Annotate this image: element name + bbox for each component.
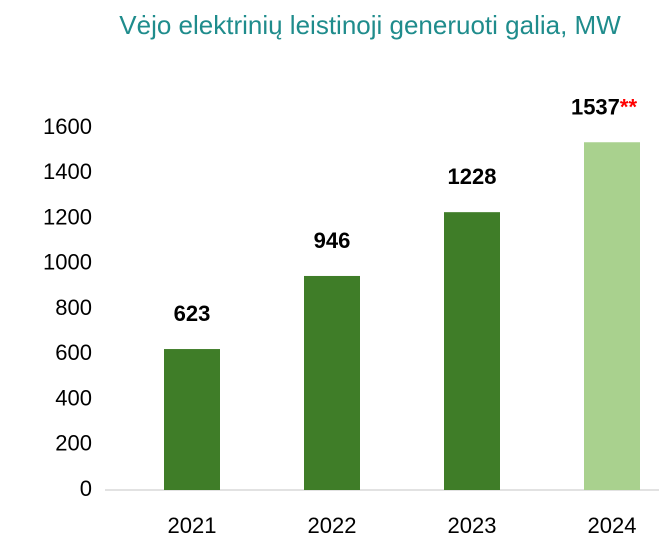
y-tick-label: 0 [80,476,92,501]
chart-title: Vėjo elektrinių leistinoji generuoti gal… [119,10,621,40]
bar [304,275,360,490]
bar [444,212,500,491]
y-tick-label: 600 [55,340,92,365]
x-tick-label: 2021 [168,513,217,538]
annotation: ** [620,94,638,119]
y-tick-label: 1000 [43,250,92,275]
y-tick-label: 1600 [43,114,92,139]
x-tick-label: 2022 [308,513,357,538]
value-label-number: 1537 [571,94,620,119]
y-tick-label: 1200 [43,204,92,229]
x-tick-label: 2024 [588,513,637,538]
value-label: 623 [174,301,211,326]
value-label-number: 623 [174,301,211,326]
bar [164,349,220,490]
x-tick-label: 2023 [448,513,497,538]
y-tick-label: 1400 [43,159,92,184]
value-label: 1228 [448,164,497,189]
value-label: 1537** [571,94,638,119]
value-label-number: 946 [314,228,351,253]
y-tick-label: 800 [55,295,92,320]
y-tick-label: 200 [55,431,92,456]
bar [584,142,640,490]
value-label-number: 1228 [448,164,497,189]
value-label: 946 [314,228,351,253]
y-tick-label: 400 [55,385,92,410]
